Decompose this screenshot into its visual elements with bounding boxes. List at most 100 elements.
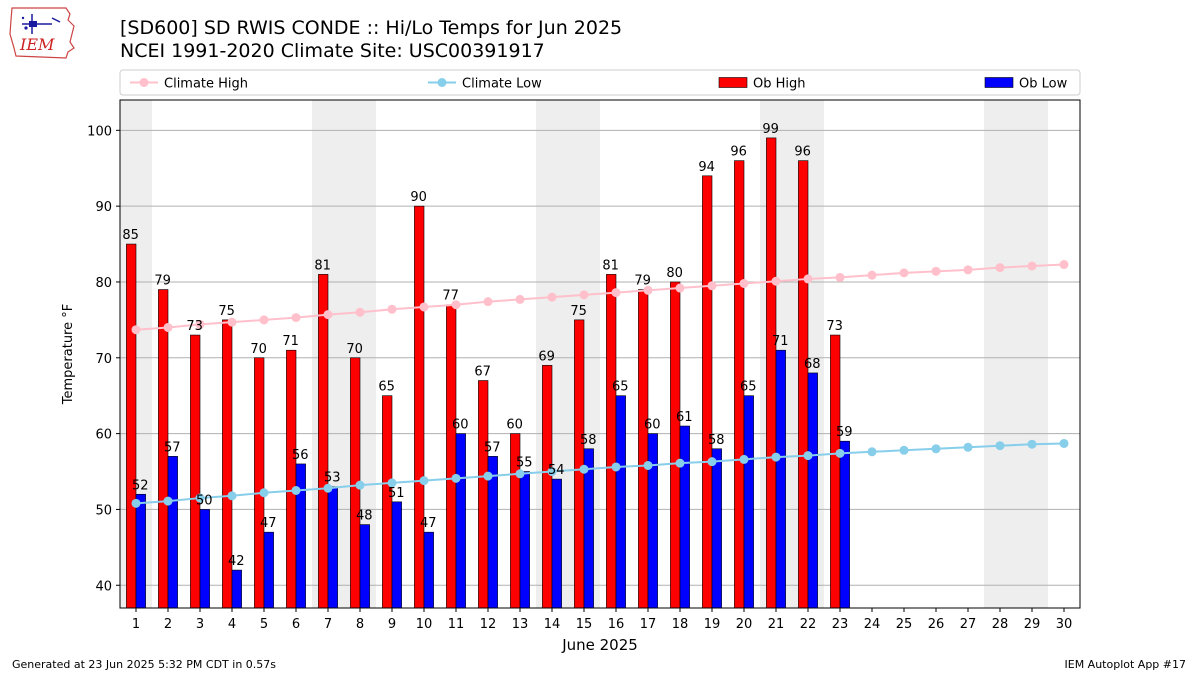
ob-high-bar bbox=[286, 349, 297, 609]
legend-label: Climate Low bbox=[462, 77, 542, 92]
x-tick-label: 9 bbox=[388, 617, 396, 632]
iowa-map-outline bbox=[9, 7, 75, 59]
ob-low-value-label: 61 bbox=[676, 410, 693, 425]
climate-low-point bbox=[899, 445, 909, 455]
x-tick-label: 6 bbox=[292, 617, 300, 632]
ob-high-bar bbox=[702, 175, 713, 609]
climate-low-point bbox=[195, 493, 205, 503]
climate-low-point bbox=[547, 467, 557, 477]
legend-box bbox=[119, 69, 1081, 96]
ob-low-value-label: 59 bbox=[836, 425, 853, 440]
climate-low-point bbox=[451, 473, 461, 483]
ob-low-bar bbox=[199, 509, 210, 609]
ob-low-value-label: 65 bbox=[740, 380, 757, 395]
climate-high-point bbox=[355, 307, 365, 317]
climate-high-point bbox=[1027, 261, 1037, 271]
climate-high-point bbox=[547, 292, 557, 302]
x-tick-label: 15 bbox=[576, 617, 593, 632]
ob-low-value-label: 48 bbox=[356, 509, 373, 524]
x-tick-label: 21 bbox=[768, 617, 785, 632]
ob-high-value-label: 96 bbox=[730, 145, 747, 160]
x-tick-label: 29 bbox=[1024, 617, 1041, 632]
x-tick-label: 20 bbox=[736, 617, 753, 632]
climate-low-point bbox=[707, 457, 717, 467]
ob-low-value-label: 42 bbox=[228, 554, 245, 569]
x-tick-label: 22 bbox=[800, 617, 817, 632]
x-tick-label: 19 bbox=[704, 617, 721, 632]
ob-high-value-label: 70 bbox=[346, 342, 363, 357]
ob-low-bar bbox=[295, 463, 306, 609]
iem-logo-text: IEM bbox=[19, 35, 55, 54]
climate-low-point bbox=[163, 496, 173, 506]
climate-low-point bbox=[515, 469, 525, 479]
climate-low-point bbox=[1027, 439, 1037, 449]
climate-high-point bbox=[451, 300, 461, 310]
climate-low-point bbox=[1059, 438, 1069, 448]
x-tick-label: 24 bbox=[864, 617, 881, 632]
x-tick-label: 18 bbox=[672, 617, 689, 632]
x-tick-label: 26 bbox=[928, 617, 945, 632]
ob-low-bar bbox=[391, 501, 402, 609]
climate-high-point bbox=[259, 315, 269, 325]
ob-low-value-label: 57 bbox=[484, 440, 501, 455]
climate-high-point bbox=[963, 265, 973, 275]
x-tick-label: 11 bbox=[448, 617, 465, 632]
weekend-shade bbox=[984, 100, 1016, 608]
chart-subtitle: NCEI 1991-2020 Climate Site: USC00391917 bbox=[120, 40, 545, 62]
x-tick-label: 8 bbox=[356, 617, 364, 632]
x-tick-label: 17 bbox=[640, 617, 657, 632]
ob-high-bar bbox=[318, 274, 329, 609]
y-tick-label: 90 bbox=[95, 200, 112, 215]
legend-swatch-marker bbox=[139, 78, 149, 87]
ob-high-value-label: 71 bbox=[282, 334, 299, 349]
climate-low-point bbox=[739, 454, 749, 464]
x-tick-label: 13 bbox=[512, 617, 529, 632]
ob-low-value-label: 53 bbox=[324, 471, 341, 486]
legend-swatch-bar bbox=[718, 77, 748, 88]
climate-low-point bbox=[483, 471, 493, 481]
climate-low-point bbox=[355, 480, 365, 490]
climate-low-point bbox=[931, 444, 941, 454]
ob-low-bar bbox=[839, 440, 850, 609]
climate-low-point bbox=[291, 485, 301, 495]
climate-high-point bbox=[419, 302, 429, 312]
legend-swatch-marker bbox=[437, 78, 447, 87]
climate-high-point bbox=[579, 290, 589, 300]
ob-low-value-label: 50 bbox=[196, 493, 213, 508]
ob-low-bar bbox=[743, 395, 754, 609]
climate-high-point bbox=[611, 288, 621, 298]
ob-low-bar bbox=[615, 395, 626, 609]
ob-low-bar bbox=[455, 433, 466, 609]
ob-high-value-label: 79 bbox=[634, 274, 651, 289]
climate-high-point bbox=[131, 325, 141, 335]
x-tick-label: 12 bbox=[480, 617, 497, 632]
climate-high-point bbox=[899, 268, 909, 278]
ob-high-value-label: 81 bbox=[314, 258, 331, 273]
climate-low-point bbox=[803, 451, 813, 461]
ob-high-value-label: 77 bbox=[442, 289, 459, 304]
climate-low-point bbox=[867, 447, 877, 457]
climate-high-point bbox=[163, 322, 173, 332]
ob-high-bar bbox=[830, 334, 841, 609]
ob-low-value-label: 60 bbox=[644, 418, 661, 433]
x-axis-label: June 2025 bbox=[561, 636, 638, 654]
x-tick-label: 5 bbox=[260, 617, 268, 632]
climate-low-point bbox=[963, 442, 973, 452]
ob-low-bar bbox=[231, 569, 242, 609]
climate-high-point bbox=[835, 272, 845, 282]
x-tick-label: 14 bbox=[544, 617, 561, 632]
climate-high-point bbox=[995, 263, 1005, 273]
ob-low-bar bbox=[519, 471, 530, 609]
ob-high-bar bbox=[478, 380, 489, 609]
legend-label: Ob High bbox=[753, 77, 806, 92]
climate-high-point bbox=[931, 266, 941, 276]
ob-low-bar bbox=[679, 425, 690, 609]
ob-low-bar bbox=[711, 448, 722, 609]
legend-label: Ob Low bbox=[1019, 77, 1068, 92]
ob-high-value-label: 75 bbox=[218, 304, 235, 319]
ob-low-bar bbox=[359, 524, 370, 609]
ob-high-bar bbox=[382, 395, 393, 609]
ob-low-value-label: 68 bbox=[804, 357, 821, 372]
y-tick-label: 80 bbox=[95, 276, 112, 291]
